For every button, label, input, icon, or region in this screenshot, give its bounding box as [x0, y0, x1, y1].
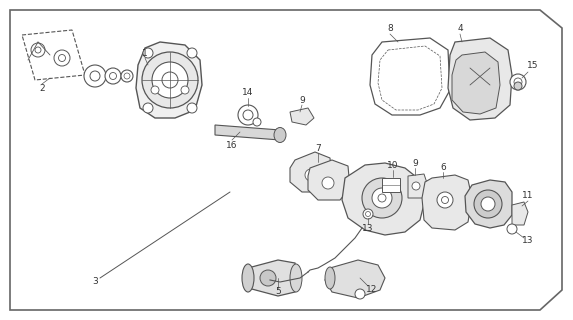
- Text: 9: 9: [412, 158, 418, 167]
- Polygon shape: [342, 163, 425, 235]
- Text: 6: 6: [440, 163, 446, 172]
- Circle shape: [58, 54, 65, 61]
- Ellipse shape: [325, 267, 335, 289]
- Polygon shape: [370, 38, 450, 115]
- Circle shape: [35, 47, 41, 53]
- Circle shape: [355, 289, 365, 299]
- Circle shape: [372, 188, 392, 208]
- Polygon shape: [308, 160, 350, 200]
- Circle shape: [187, 48, 197, 58]
- Polygon shape: [465, 180, 512, 228]
- Circle shape: [507, 224, 517, 234]
- Polygon shape: [378, 46, 442, 110]
- Text: 1: 1: [142, 49, 148, 58]
- Circle shape: [514, 78, 522, 86]
- Text: 9: 9: [299, 95, 305, 105]
- Bar: [382, 178, 400, 192]
- Text: 12: 12: [366, 285, 378, 294]
- Text: 7: 7: [315, 143, 321, 153]
- Ellipse shape: [274, 127, 286, 142]
- Text: 2: 2: [39, 84, 45, 92]
- Circle shape: [442, 196, 449, 204]
- Circle shape: [152, 62, 188, 98]
- Circle shape: [363, 209, 373, 219]
- Circle shape: [260, 270, 276, 286]
- Circle shape: [378, 194, 386, 202]
- Circle shape: [105, 68, 121, 84]
- Circle shape: [143, 103, 153, 113]
- Polygon shape: [10, 10, 562, 310]
- Circle shape: [124, 73, 130, 79]
- Text: 8: 8: [387, 23, 393, 33]
- Polygon shape: [136, 42, 202, 118]
- Circle shape: [253, 118, 261, 126]
- Circle shape: [322, 177, 334, 189]
- Text: 11: 11: [522, 190, 534, 199]
- Circle shape: [437, 192, 453, 208]
- Circle shape: [187, 103, 197, 113]
- Polygon shape: [448, 38, 512, 120]
- Circle shape: [481, 197, 495, 211]
- Ellipse shape: [290, 264, 302, 292]
- Circle shape: [31, 43, 45, 57]
- Text: 10: 10: [387, 161, 399, 170]
- Polygon shape: [325, 260, 385, 298]
- Circle shape: [90, 71, 100, 81]
- Polygon shape: [290, 152, 332, 192]
- Circle shape: [474, 190, 502, 218]
- Polygon shape: [248, 260, 298, 296]
- Polygon shape: [422, 175, 472, 230]
- Circle shape: [510, 74, 526, 90]
- Circle shape: [121, 70, 133, 82]
- Circle shape: [84, 65, 106, 87]
- Polygon shape: [512, 202, 528, 225]
- Circle shape: [412, 182, 420, 190]
- Text: 13: 13: [362, 223, 374, 233]
- Circle shape: [362, 178, 402, 218]
- Circle shape: [243, 110, 253, 120]
- Circle shape: [238, 105, 258, 125]
- Text: 14: 14: [242, 87, 254, 97]
- Circle shape: [366, 212, 371, 217]
- Circle shape: [151, 86, 159, 94]
- Text: 3: 3: [92, 277, 98, 286]
- Circle shape: [54, 50, 70, 66]
- Circle shape: [142, 52, 198, 108]
- Circle shape: [305, 169, 317, 181]
- Circle shape: [109, 73, 116, 79]
- Polygon shape: [22, 30, 85, 80]
- Polygon shape: [408, 174, 428, 198]
- Text: 5: 5: [275, 287, 281, 297]
- Circle shape: [181, 86, 189, 94]
- Polygon shape: [215, 125, 280, 140]
- Polygon shape: [452, 52, 500, 114]
- Circle shape: [162, 72, 178, 88]
- Text: 16: 16: [226, 140, 238, 149]
- Circle shape: [514, 82, 522, 90]
- Text: 13: 13: [522, 236, 534, 244]
- Circle shape: [143, 48, 153, 58]
- Ellipse shape: [242, 264, 254, 292]
- Polygon shape: [290, 108, 314, 125]
- Text: 15: 15: [527, 60, 539, 69]
- Text: 4: 4: [457, 23, 463, 33]
